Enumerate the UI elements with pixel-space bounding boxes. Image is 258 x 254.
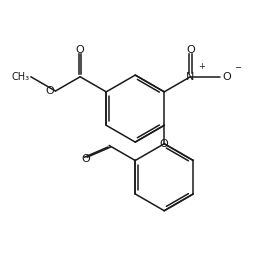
Text: O: O xyxy=(82,154,90,164)
Text: O: O xyxy=(222,72,231,82)
Text: −: − xyxy=(235,63,241,72)
Text: O: O xyxy=(186,45,195,55)
Text: +: + xyxy=(198,62,205,71)
Text: O: O xyxy=(46,86,54,96)
Text: O: O xyxy=(160,139,169,149)
Text: O: O xyxy=(76,45,85,55)
Text: N: N xyxy=(186,72,195,82)
Text: CH₃: CH₃ xyxy=(12,72,30,82)
